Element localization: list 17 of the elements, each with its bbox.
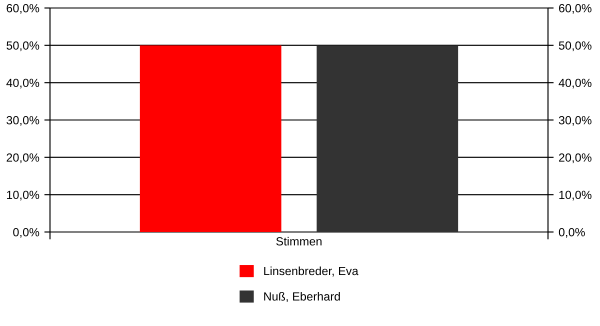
text: 30,0%: [558, 116, 592, 126]
legend-label: Nuß, Eberhard: [264, 292, 340, 302]
legend-label: Linsenbreder, Eva: [264, 266, 358, 277]
y-tick-label: 60,0%: [6, 4, 40, 14]
text: 0,0%: [558, 228, 585, 238]
y-tick-label: 10,0%: [7, 190, 40, 200]
y-tick-label: 40,0%: [6, 78, 40, 88]
text: 20,0%: [559, 153, 592, 164]
y-tick-label: 30,0%: [6, 116, 40, 126]
text: 10,0%: [559, 190, 592, 200]
text: 50,0%: [558, 41, 592, 52]
text: 40,0%: [558, 78, 592, 88]
y-tick-label: 0,0%: [13, 228, 40, 238]
y-tick-label: 50,0%: [6, 41, 40, 52]
x-tick-label: Stimmen: [276, 236, 322, 246]
text: 60,0%: [559, 4, 592, 14]
y-tick-label: 20,0%: [6, 153, 40, 164]
